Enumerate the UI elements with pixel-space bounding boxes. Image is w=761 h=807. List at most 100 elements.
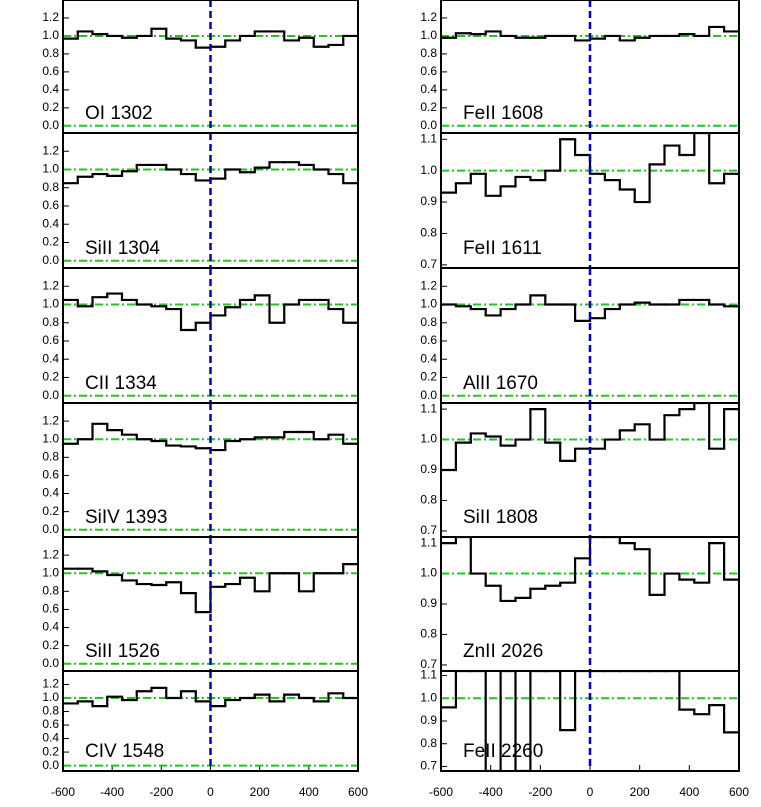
x-tick-label: 600: [348, 785, 368, 799]
y-tick-label: 0.2: [420, 370, 437, 384]
y-tick-label: 0.8: [420, 46, 437, 60]
line-label: CII 1334: [85, 373, 157, 394]
y-tick-label: 0.0: [42, 656, 59, 670]
y-tick-label: 1.0: [42, 28, 59, 42]
y-tick-label: 1.0: [42, 162, 59, 176]
y-tick-label: 0.0: [42, 758, 59, 772]
y-tick-label: 0.0: [420, 388, 437, 402]
y-tick-label: 0.8: [42, 46, 59, 60]
line-label: FeII 1611: [463, 238, 542, 259]
panel-frame: [440, 670, 740, 772]
y-tick-label: 1.1: [420, 668, 437, 682]
panel: 0.0 0.2 0.4 0.6 0.8 1.0 1.2 SiII 1526: [42, 536, 359, 672]
panel: 0.00.20.40.60.81.01.2 -600 -400 -200 0 200 400…: [42, 670, 368, 799]
x-tick-label: -400: [479, 785, 503, 799]
line-label: CIV 1548: [85, 741, 164, 762]
y-tick-label: 0.2: [42, 235, 59, 249]
panel-frame: [62, 670, 359, 772]
y-tick-label: 1.0: [42, 690, 59, 704]
y-tick-label: 1.2: [42, 677, 59, 691]
line-label: FeII 1608: [463, 103, 543, 124]
line-label: SiII 1808: [463, 507, 538, 528]
y-tick-label: 0.8: [42, 180, 59, 194]
line-label: SiII 1304: [85, 238, 160, 259]
panel: 0.0 0.2 0.4 0.6 0.8 1.0 1.2 CII 1334: [42, 267, 359, 404]
y-tick-label: 0.8: [42, 315, 59, 329]
x-tick-label: -200: [528, 785, 552, 799]
y-tick-label: 0.6: [42, 717, 59, 731]
y-tick-label: 0.8: [42, 583, 59, 597]
y-tick-label: 0.8: [420, 315, 437, 329]
y-tick-label: 0.8: [42, 704, 59, 718]
x-tick-label: -600: [51, 785, 75, 799]
plot-area: [63, 292, 358, 397]
y-tick-label: 0.8: [42, 449, 59, 463]
y-tick-label: 0.9: [420, 713, 437, 727]
panel: 0.7 0.8 0.9 1.0 1.1 SiII 1808: [420, 401, 740, 538]
y-tick-label: 0.7: [420, 657, 437, 671]
line-label: SiII 1526: [85, 641, 160, 662]
panel: 0.7 0.8 0.9 1.0 1.1 FeII 1611: [420, 131, 740, 271]
y-tick-label: 0.6: [420, 333, 437, 347]
panel: 0.7 0.8 0.9 1.0 1.1 -600 -400 -200 0 200 400 600 FeI…: [420, 668, 749, 799]
x-tick-label: -400: [100, 785, 124, 799]
y-tick-label: 1.2: [42, 143, 59, 157]
y-tick-label: 0.6: [42, 468, 59, 482]
line-label: OI 1302: [85, 103, 153, 124]
y-tick-label: 1.0: [420, 690, 437, 704]
y-tick-label: 0.6: [42, 64, 59, 78]
x-tick-label: 0: [587, 785, 594, 799]
plot-area: [441, 133, 739, 204]
x-tick-label: 0: [207, 785, 214, 799]
y-tick-label: 0.0: [420, 118, 437, 132]
y-tick-label: 1.2: [420, 10, 437, 24]
y-tick-label: 0.8: [420, 627, 437, 641]
x-tick-label: -200: [149, 785, 173, 799]
y-tick-label: 1.1: [420, 535, 437, 549]
y-tick-label: 0.7: [420, 759, 437, 773]
y-tick-label: 1.1: [420, 131, 437, 145]
y-tick-label: 0.4: [420, 351, 437, 365]
y-tick-label: 1.0: [42, 431, 59, 445]
y-tick-label: 0.9: [420, 596, 437, 610]
y-tick-label: 0.2: [42, 504, 59, 518]
y-tick-label: 0.0: [42, 118, 59, 132]
y-tick-label: 1.2: [42, 10, 59, 24]
y-tick-label: 0.0: [42, 388, 59, 402]
y-tick-label: 0.9: [420, 194, 437, 208]
line-label: AlII 1670: [463, 373, 538, 394]
y-tick-label: 0.8: [420, 226, 437, 240]
y-tick-label: 1.0: [42, 565, 59, 579]
x-tick-label: 400: [299, 785, 319, 799]
y-tick-label: 0.6: [42, 602, 59, 616]
y-tick-label: 1.0: [42, 297, 59, 311]
y-tick-label: 0.7: [420, 523, 437, 537]
panel: 0.0 0.2 0.4 0.6 0.8 1.0 1.2 OI 1302: [42, 0, 359, 134]
y-tick-label: 0.4: [420, 82, 437, 96]
y-tick-label: 0.2: [42, 370, 59, 384]
y-tick-label: 0.6: [42, 198, 59, 212]
y-tick-label: 0.6: [420, 64, 437, 78]
x-tick-label: -600: [429, 785, 453, 799]
y-tick-label: 0.4: [42, 82, 59, 96]
panel: 0.0 0.2 0.4 0.6 0.8 1.0 1.2 FeII 1608: [420, 0, 740, 134]
line-label: SiIV 1393: [85, 507, 167, 528]
y-tick-label: 0.0: [42, 253, 59, 267]
y-tick-label: 0.9: [420, 462, 437, 476]
y-tick-label: 1.2: [42, 413, 59, 427]
panel: 0.0 0.2 0.4 0.6 0.8 1.0 1.2 SiIV 1393: [42, 402, 359, 538]
y-tick-label: 1.1: [420, 401, 437, 415]
y-tick-label: 1.0: [420, 432, 437, 446]
y-tick-label: 1.0: [420, 28, 437, 42]
line-label: FeII 2260: [463, 741, 543, 762]
x-tick-label: 200: [250, 785, 270, 799]
y-tick-label: 1.0: [420, 163, 437, 177]
x-tick-label: 400: [679, 785, 699, 799]
y-tick-label: 0.8: [420, 493, 437, 507]
y-tick-label: 1.2: [42, 278, 59, 292]
y-tick-label: 0.4: [42, 216, 59, 230]
y-tick-label: 0.6: [42, 333, 59, 347]
y-tick-label: 0.2: [420, 100, 437, 114]
